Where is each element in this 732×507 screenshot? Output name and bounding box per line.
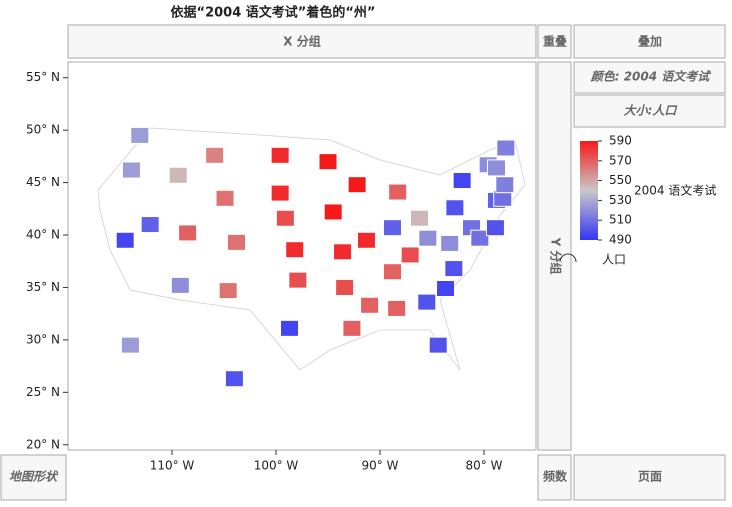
size-role: 大小:人口 (624, 104, 679, 118)
state (445, 199, 465, 217)
state (130, 126, 150, 144)
state (115, 231, 135, 249)
state (140, 216, 160, 234)
state (275, 209, 295, 227)
map-shape-label: 地图形状 (9, 470, 59, 484)
size-icon (559, 253, 577, 263)
color-role: 颜色: 2004 语文考试 (590, 70, 712, 84)
state (323, 203, 343, 221)
state (485, 219, 505, 237)
state (388, 183, 408, 201)
state (318, 153, 338, 171)
legend-tick-label: 590 (609, 134, 632, 148)
y-tick-label: 25° N (26, 385, 60, 399)
x-tick-label: 90° W (362, 459, 399, 473)
y-group-label: Y 分组 (549, 237, 564, 275)
state (496, 139, 516, 157)
state (410, 209, 430, 227)
legend-tick-label: 530 (609, 193, 632, 207)
state (436, 280, 456, 298)
state (121, 161, 141, 179)
y-tick-label: 45° N (26, 175, 60, 189)
state (205, 146, 225, 164)
state (168, 166, 188, 184)
state (347, 176, 367, 194)
overlay-label: 叠加 (638, 34, 662, 49)
size-zone[interactable] (573, 94, 726, 128)
overlap-label: 重叠 (543, 34, 567, 49)
state (495, 176, 515, 194)
state (224, 370, 244, 388)
state (335, 278, 355, 296)
state (218, 282, 238, 300)
legend-tick-label: 550 (609, 173, 632, 187)
state (440, 234, 460, 252)
state (356, 231, 376, 249)
state (382, 263, 402, 281)
state (360, 296, 380, 314)
state (417, 293, 437, 311)
legend-tick-label: 570 (609, 153, 632, 167)
state (170, 276, 190, 294)
state (486, 159, 506, 177)
state (470, 229, 490, 247)
page-zone[interactable] (573, 454, 726, 501)
overlay-zone[interactable] (573, 24, 726, 59)
state (215, 189, 235, 207)
legend-title: 2004 语文考试 (634, 183, 716, 198)
state (444, 260, 464, 278)
x-group-label: X 分组 (283, 34, 320, 49)
y-tick-label: 55° N (26, 70, 60, 84)
freq-label: 频数 (543, 469, 568, 484)
overlap-zone[interactable] (537, 24, 572, 59)
state (178, 224, 198, 242)
y-tick-label: 35° N (26, 280, 60, 294)
state (270, 184, 290, 202)
legend-tick-label: 510 (609, 213, 632, 227)
state (270, 146, 290, 164)
legend-tick-label: 490 (609, 233, 632, 247)
state (452, 171, 472, 189)
state (285, 241, 305, 259)
x-tick-label: 80° W (466, 459, 503, 473)
size-legend-label: 人口 (602, 253, 626, 267)
state (387, 299, 407, 317)
state (280, 319, 300, 337)
us-outline (97, 127, 526, 371)
y-tick-label: 20° N (26, 437, 60, 451)
state (418, 229, 438, 247)
y-tick-label: 30° N (26, 332, 60, 346)
state (428, 336, 448, 354)
x-tick-label: 110° W (150, 459, 195, 473)
state (288, 271, 308, 289)
state (120, 336, 140, 354)
state (333, 243, 353, 261)
state (342, 319, 362, 337)
y-tick-label: 40° N (26, 228, 60, 242)
x-group-zone[interactable] (67, 24, 537, 59)
map-shape-zone[interactable] (0, 454, 67, 501)
page-label: 页面 (638, 470, 662, 484)
y-tick-label: 50° N (26, 123, 60, 137)
state (382, 219, 402, 237)
title: 依据“2004 语文考试”着色的“州” (171, 5, 376, 21)
color-bar (580, 141, 598, 240)
y-group-zone[interactable] (537, 61, 572, 451)
x-tick-label: 100° W (254, 459, 299, 473)
state (400, 246, 420, 264)
state (226, 233, 246, 251)
color-zone[interactable] (573, 61, 726, 94)
freq-zone[interactable] (537, 454, 572, 501)
